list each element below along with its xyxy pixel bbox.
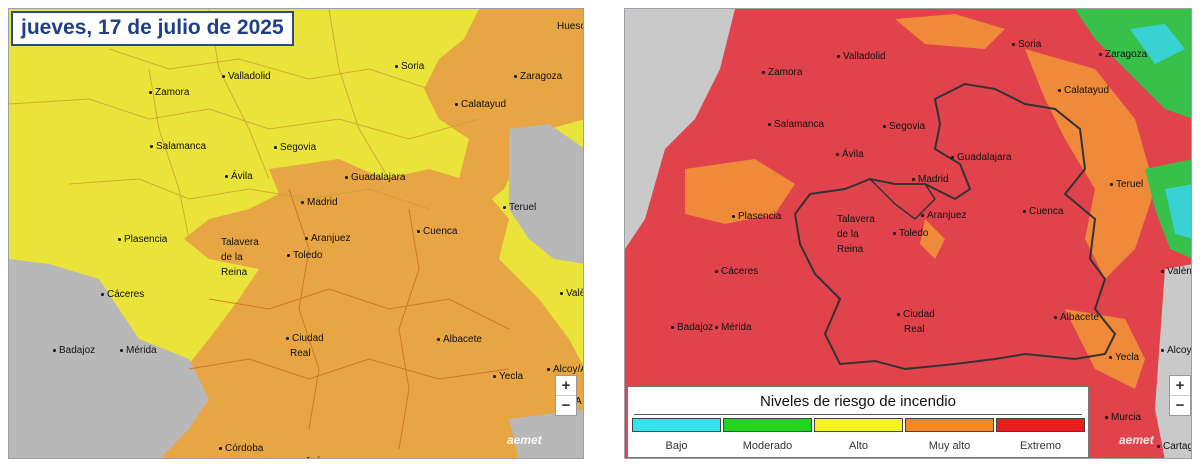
legend-swatch — [905, 418, 994, 432]
right-city-label: Guadalajara — [951, 152, 1011, 163]
left-city-label: Mérida — [120, 345, 157, 356]
left-city-label: Guadalajara — [345, 172, 405, 183]
right-city-label: Reina — [837, 244, 864, 255]
left-city-label: Jaén — [299, 456, 327, 458]
left-city-label: Valladolid — [222, 71, 271, 82]
legend-label: Alto — [849, 440, 868, 452]
right-city-label: Segovia — [883, 121, 925, 132]
right-city-label: Badajoz — [671, 322, 713, 333]
date-label: jueves, 17 de julio de 2025 — [11, 11, 294, 46]
legend-swatch — [996, 418, 1085, 432]
right-map-terrain — [625, 9, 1191, 458]
legend-label: Bajo — [665, 440, 688, 452]
left-city-label: Salamanca — [150, 141, 206, 152]
left-city-label: Zaragoza — [514, 71, 562, 82]
left-map-panel[interactable]: jueves, 17 de julio de 2025 Zamora Vallad… — [8, 8, 584, 459]
right-city-label: Madrid — [912, 174, 949, 185]
right-city-label: Zaragoza — [1099, 49, 1147, 60]
legend-label: Muy alto — [928, 440, 971, 452]
zoom-in-button[interactable]: + — [556, 376, 576, 396]
right-city-label: Yecla — [1109, 352, 1139, 363]
right-city-label: Valèn — [1161, 266, 1191, 277]
legend-label: Moderado — [742, 440, 793, 452]
right-city-label: Ávila — [836, 149, 864, 160]
legend-swatch — [814, 418, 903, 432]
right-city-label: Toledo — [893, 228, 928, 239]
aemet-logo: aemet — [507, 433, 542, 447]
left-city-label: Plasencia — [118, 234, 167, 245]
right-city-label: Soria — [1012, 39, 1041, 50]
right-city-label: Cuenca — [1023, 206, 1063, 217]
left-city-label: Ciudad — [286, 333, 324, 344]
right-city-label: Zamora — [762, 67, 802, 78]
right-city-label: Murcia — [1105, 412, 1141, 423]
left-city-label: Aranjuez — [305, 233, 350, 244]
left-city-label: Madrid — [301, 197, 338, 208]
legend-swatch — [632, 418, 721, 432]
right-city-label: Cáceres — [715, 266, 758, 277]
left-city-label: Calatayud — [455, 99, 506, 110]
legend-swatch — [723, 418, 812, 432]
right-zoom-control: + − — [1169, 375, 1191, 416]
right-city-label: Teruel — [1110, 179, 1143, 190]
left-city-label: de la — [221, 252, 243, 263]
legend-label: Extremo — [1020, 440, 1061, 452]
left-city-label: Soria — [395, 61, 424, 72]
left-city-label: Talavera — [221, 237, 259, 248]
left-city-label: Albacete — [437, 334, 482, 345]
legend-divider — [634, 414, 1082, 415]
left-city-label: Yecla — [493, 371, 523, 382]
zoom-in-button[interactable]: + — [1170, 376, 1190, 396]
right-city-label: Calatayud — [1058, 85, 1109, 96]
right-city-label: Alcoy/A — [1161, 345, 1191, 356]
legend-title: Niveles de riesgo de incendio — [760, 393, 956, 410]
left-city-label: Teruel — [503, 202, 536, 213]
zoom-out-button[interactable]: − — [561, 397, 571, 414]
zoom-out-button[interactable]: − — [1175, 397, 1185, 414]
right-city-label: Plasencia — [732, 211, 781, 222]
right-map-panel[interactable]: Soria Zaragoza Zamora Valladolid Calatayud Sa… — [624, 8, 1192, 459]
right-city-label: de la — [837, 229, 859, 240]
right-city-label: Real — [904, 324, 925, 335]
right-city-label: Aranjuez — [921, 210, 966, 221]
left-map-terrain — [9, 9, 583, 458]
left-city-label: Toledo — [287, 250, 322, 261]
right-city-label: Valladolid — [837, 51, 886, 62]
left-city-label: Reina — [221, 267, 248, 278]
left-city-label: Córdoba — [219, 443, 263, 454]
left-zoom-control: + − — [555, 375, 577, 416]
left-city-label: Cuenca — [417, 226, 457, 237]
left-city-label: Zamora — [149, 87, 189, 98]
left-city-label: A — [575, 396, 582, 407]
aemet-logo: aemet — [1119, 433, 1154, 447]
left-city-label: Segovia — [274, 142, 316, 153]
left-city-label: Ávila — [225, 171, 253, 182]
right-city-label: Mérida — [715, 322, 752, 333]
right-city-label: Salamanca — [768, 119, 824, 130]
right-city-label: Albacete — [1054, 312, 1099, 323]
right-city-label: Cartagena — [1157, 441, 1191, 452]
left-city-label: Real — [290, 348, 311, 359]
right-city-label: Ciudad — [897, 309, 935, 320]
left-city-label: Alcoy/A — [547, 364, 583, 375]
left-city-label: Valèn — [560, 288, 583, 299]
left-city-label: Badajoz — [53, 345, 95, 356]
fire-risk-legend: Niveles de riesgo de incendio Bajo Modera… — [627, 386, 1089, 458]
left-city-label: Huesc — [557, 21, 584, 32]
right-city-label: Talavera — [837, 214, 875, 225]
left-city-label: Cáceres — [101, 289, 144, 300]
